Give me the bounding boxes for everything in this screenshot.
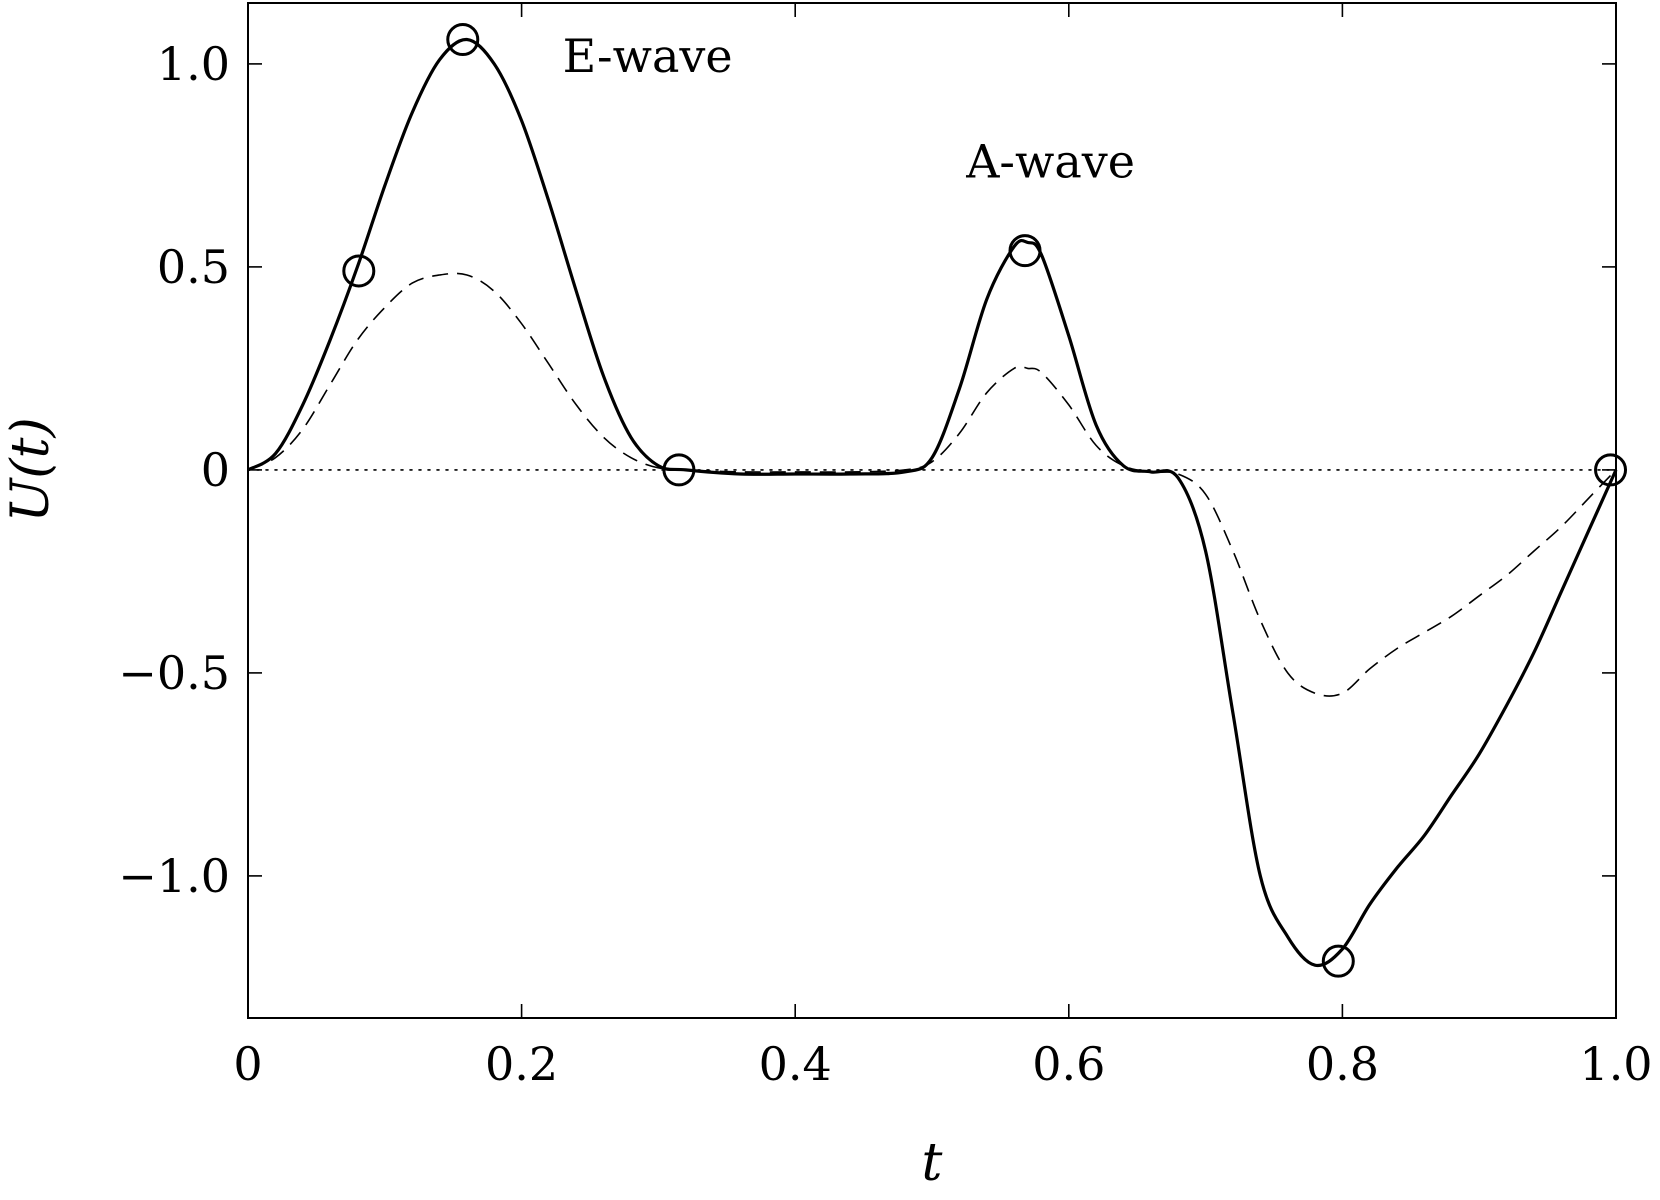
x-tick-label: 0.4: [759, 1037, 832, 1091]
series-lines: [247, 37, 1618, 968]
x-tick-label: 0: [233, 1037, 262, 1091]
x-tick-label: 0.8: [1306, 1037, 1379, 1091]
x-axis-label: t: [922, 1133, 943, 1193]
y-tick-label: 1.0: [157, 37, 230, 91]
y-axis-label: U(t): [1, 417, 61, 522]
axis-ticks: [247, 3, 1617, 1018]
open-circle-marker: [1321, 944, 1355, 978]
data-markers: [342, 23, 1628, 978]
open-circle-marker: [662, 453, 696, 487]
y-tick-label: −1.0: [118, 849, 230, 903]
open-circle-marker: [446, 23, 480, 57]
plot-area: [247, 2, 1617, 1019]
annotation-label: A-wave: [965, 135, 1135, 189]
dashed-series-line: [247, 272, 1617, 697]
annotation-label: E-wave: [563, 29, 733, 83]
y-tick-label: 0.5: [157, 240, 230, 294]
annotations: E-wave A-wave: [563, 29, 1135, 189]
y-tick-label: −0.5: [118, 646, 230, 700]
open-circle-marker: [1008, 234, 1042, 268]
x-tick-label: 1.0: [1579, 1037, 1652, 1091]
axis-labels: 0 0.2 0.4 0.6 0.8 1.0 1.0 0.5 0 −0.5 −1.0 t U(t): [1, 37, 1653, 1193]
open-circle-marker: [1594, 453, 1628, 487]
open-circle-marker: [342, 254, 376, 288]
x-tick-label: 0.2: [485, 1037, 558, 1091]
plot-frame: [247, 2, 1617, 1019]
solid-series-line: [247, 37, 1618, 968]
x-tick-label: 0.6: [1032, 1037, 1105, 1091]
y-tick-label: 0: [201, 443, 230, 497]
